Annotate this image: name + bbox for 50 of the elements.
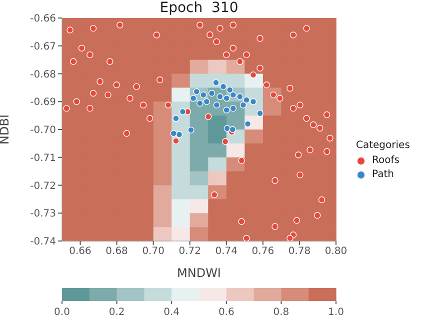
x-axis-title: MNDWI <box>177 266 221 280</box>
point <box>229 126 236 133</box>
y-tick-label: -0.72 <box>30 180 56 192</box>
point <box>188 126 194 134</box>
y-tick-label: -0.69 <box>30 97 56 108</box>
point <box>172 115 180 122</box>
x-tick-label: 0.76 <box>252 246 274 258</box>
color-bar-label: 0.6 <box>218 307 234 318</box>
color-bar-label: 0.2 <box>108 307 125 318</box>
point <box>250 98 257 105</box>
point <box>170 130 177 137</box>
y-tick-label: -0.73 <box>30 208 56 220</box>
color-bar-label: 1.0 <box>328 307 344 318</box>
point <box>213 102 220 108</box>
x-tick-label: 0.74 <box>215 246 238 258</box>
y-tick-label: -0.70 <box>30 125 56 136</box>
point <box>256 110 264 117</box>
x-tick-label: 0.70 <box>142 246 164 258</box>
chart-title: Epoch 310 <box>158 0 240 16</box>
legend-label: Roofs <box>372 155 400 166</box>
point <box>223 94 230 102</box>
color-bar-label: 0.4 <box>164 307 180 318</box>
point <box>200 92 207 98</box>
y-tick-label: -0.67 <box>30 41 56 52</box>
point <box>220 83 227 90</box>
point <box>203 98 210 105</box>
y-tick-label: -0.66 <box>30 14 56 25</box>
legend-label: Path <box>372 169 394 180</box>
point <box>208 90 216 97</box>
legend-title: Categories <box>356 140 410 151</box>
point <box>236 93 244 100</box>
point <box>190 94 197 102</box>
point <box>226 86 234 94</box>
point <box>224 125 230 132</box>
y-tick-label: -0.74 <box>30 236 56 248</box>
point <box>243 96 250 104</box>
x-tick-label: 0.68 <box>106 246 128 258</box>
y-axis-title: NDBI <box>0 114 12 144</box>
x-tick-label: 0.72 <box>178 246 201 258</box>
x-tick-label: 0.66 <box>69 246 92 258</box>
point <box>240 102 247 108</box>
y-tick-label: -0.71 <box>30 152 56 164</box>
point <box>223 106 230 114</box>
x-tick-label: 0.80 <box>324 246 348 258</box>
x-tick-label: 0.78 <box>288 246 311 258</box>
color-bar-label: 0.8 <box>273 307 290 318</box>
point <box>244 120 252 128</box>
color-bar-label: 0.0 <box>54 307 70 318</box>
point <box>196 100 204 107</box>
y-tick-label: -0.68 <box>30 69 56 80</box>
